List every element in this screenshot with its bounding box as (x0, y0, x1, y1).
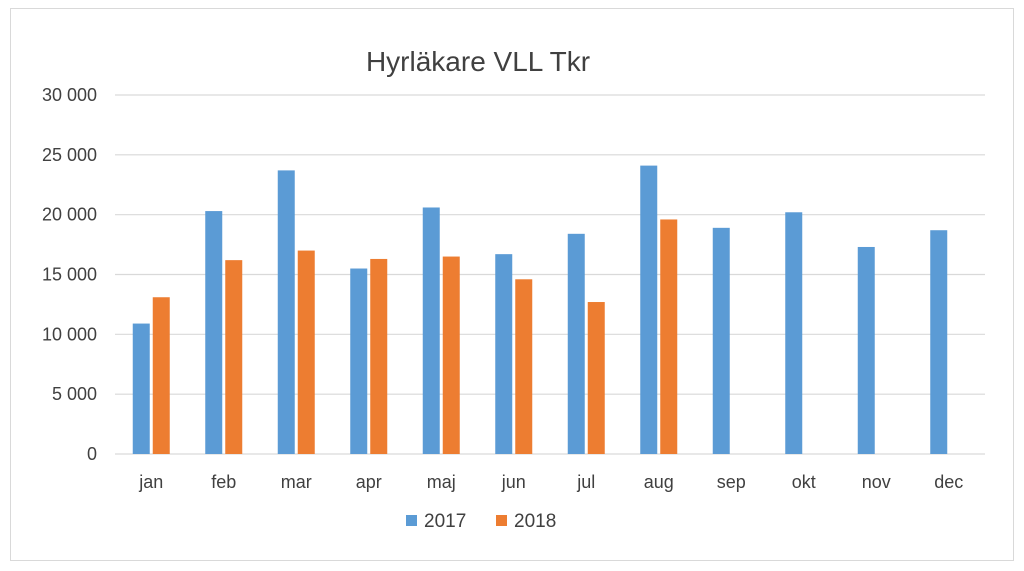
x-tick-label: jul (576, 472, 595, 492)
bar-2017-sep (712, 227, 730, 454)
bar-2017-mar (277, 170, 295, 454)
legend-swatch-2018 (496, 515, 507, 526)
y-tick-label: 0 (87, 444, 97, 464)
x-tick-label: dec (934, 472, 963, 492)
legend: 2017 2018 (406, 511, 556, 532)
x-tick-label: jun (501, 472, 526, 492)
chart-title: Hyrläkare VLL Tkr (366, 46, 590, 77)
bar-2018-jun (515, 279, 533, 454)
bar-2017-okt (785, 212, 803, 454)
y-tick-label: 25 000 (42, 145, 97, 165)
bar-2018-jan (152, 297, 170, 454)
bar-2018-mar (297, 250, 315, 454)
x-axis-tick-labels: jan feb mar apr maj jun jul aug sep okt nov dec (138, 472, 963, 492)
bars (132, 165, 948, 454)
bar-2017-jun (495, 254, 513, 454)
bar-2018-feb (225, 260, 243, 454)
legend-label-2017: 2017 (424, 511, 466, 532)
x-tick-label: jan (138, 472, 163, 492)
gridlines (115, 94, 985, 455)
y-tick-label: 5 000 (52, 384, 97, 404)
x-tick-label: maj (427, 472, 456, 492)
bar-2017-jan (132, 323, 150, 454)
x-tick-label: sep (717, 472, 746, 492)
bar-2017-aug (640, 165, 658, 454)
bar-2017-feb (205, 211, 223, 454)
bar-2018-jul (587, 302, 605, 454)
y-tick-label: 10 000 (42, 324, 97, 344)
bar-2017-jul (567, 233, 585, 454)
y-tick-label: 20 000 (42, 205, 97, 225)
x-tick-label: nov (862, 472, 891, 492)
x-tick-label: apr (356, 472, 382, 492)
bar-2018-maj (442, 256, 460, 454)
bar-2018-aug (660, 219, 678, 454)
y-tick-label: 15 000 (42, 265, 97, 285)
x-tick-label: mar (281, 472, 312, 492)
bar-2017-apr (350, 268, 368, 454)
x-tick-label: feb (211, 472, 236, 492)
bar-2017-nov (857, 246, 875, 454)
y-axis-tick-labels: 0 5 000 10 000 15 000 20 000 25 000 30 000 (42, 85, 97, 464)
legend-label-2018: 2018 (514, 511, 556, 532)
bar-2017-maj (422, 207, 440, 454)
legend-swatch-2017 (406, 515, 417, 526)
y-tick-label: 30 000 (42, 85, 97, 105)
bar-2017-dec (930, 230, 948, 454)
x-tick-label: aug (644, 472, 674, 492)
bar-2018-apr (370, 258, 388, 454)
x-tick-label: okt (792, 472, 816, 492)
